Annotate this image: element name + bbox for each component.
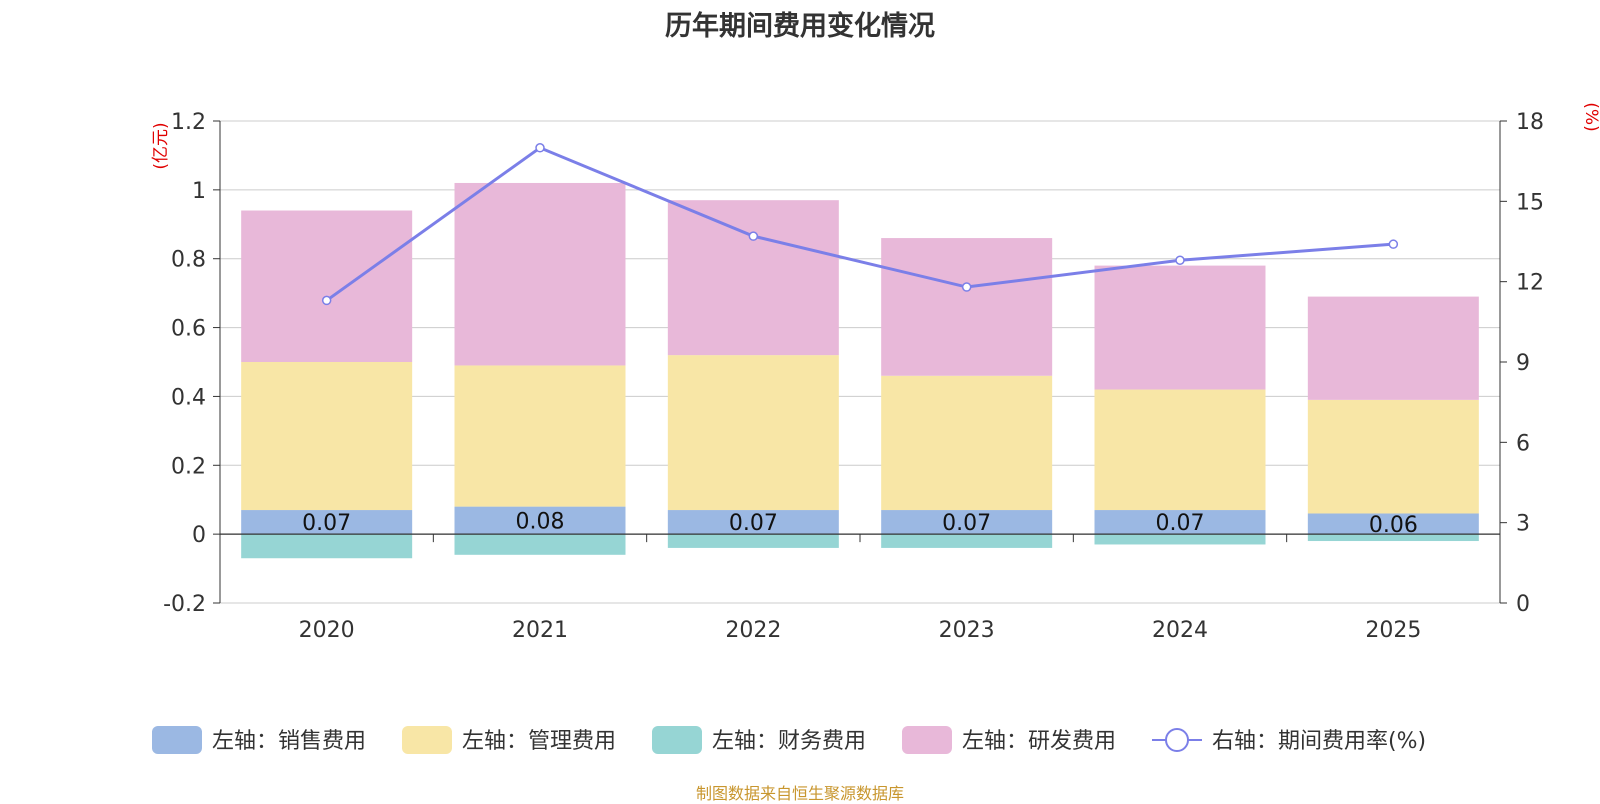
bar-segment <box>1307 534 1479 542</box>
bar-segment <box>454 506 626 535</box>
bar-segment <box>1307 513 1479 535</box>
legend-label: 左轴：财务费用 <box>712 729 866 754</box>
bar-segment <box>667 510 839 535</box>
bar-segment <box>881 510 1053 535</box>
bar-data-label: 0.07 <box>1156 511 1205 536</box>
bar-segment <box>241 362 413 511</box>
left-tick-label: 0.6 <box>171 317 206 342</box>
rate-line <box>325 146 1394 302</box>
category-label: 2021 <box>512 618 568 643</box>
legend-swatch <box>402 726 452 754</box>
bar-segment <box>881 375 1053 511</box>
category-label: 2024 <box>1152 618 1208 643</box>
legend-swatch <box>652 726 702 754</box>
right-tick-label: 18 <box>1516 110 1544 135</box>
left-tick-label: 1 <box>192 179 206 204</box>
left-tick-label: 0.2 <box>171 454 206 479</box>
legend-label: 左轴：研发费用 <box>962 729 1116 754</box>
legend-label: 左轴：管理费用 <box>462 729 616 754</box>
right-tick-label: 3 <box>1516 512 1530 537</box>
rate-point <box>1388 239 1399 249</box>
rate-point <box>321 295 332 306</box>
category-label: 2020 <box>299 618 355 643</box>
left-axis-unit: (亿元) <box>151 122 171 169</box>
right-tick-label: 15 <box>1516 190 1544 215</box>
bar-segment <box>1094 534 1266 545</box>
rate-point <box>961 282 972 292</box>
bar-segment <box>881 534 1053 548</box>
bar-segment <box>1094 510 1266 535</box>
category-label: 2025 <box>1365 618 1421 643</box>
bar-data-label: 0.07 <box>942 511 991 536</box>
chart-title: 历年期间费用变化情况 <box>665 11 935 42</box>
left-tick-label: 0.8 <box>171 248 206 273</box>
category-label: 2022 <box>725 618 781 643</box>
right-tick-label: 6 <box>1516 431 1530 456</box>
right-tick-label: 9 <box>1516 351 1530 376</box>
legend-label: 左轴：销售费用 <box>212 729 366 754</box>
bar-segment <box>667 534 839 548</box>
legend-swatch <box>152 726 202 754</box>
bar-segment <box>454 365 626 507</box>
right-tick-label: 12 <box>1516 271 1544 296</box>
rate-point <box>535 143 545 153</box>
right-axis-unit: (%) <box>1581 102 1600 131</box>
bar-segment <box>667 355 839 511</box>
right-tick-label: 0 <box>1516 592 1530 617</box>
bar-data-label: 0.07 <box>729 511 778 536</box>
rate-point <box>748 231 759 241</box>
left-tick-label: 0 <box>192 523 206 548</box>
legend-label: 右轴：期间费用率(%) <box>1212 729 1426 754</box>
bar-segment <box>1307 296 1479 400</box>
bar-segment <box>1094 265 1266 390</box>
left-tick-label: 1.2 <box>171 110 206 135</box>
bar-segment <box>241 210 413 362</box>
left-tick-label: 0.4 <box>171 385 206 410</box>
bar-segment <box>667 200 839 356</box>
bar-segment <box>881 238 1053 376</box>
legend-swatch <box>902 726 952 754</box>
bar-data-label: 0.08 <box>516 509 565 534</box>
left-tick-label: -0.2 <box>163 592 206 617</box>
rate-point <box>1175 255 1185 265</box>
bar-segment <box>1094 389 1266 511</box>
bar-segment <box>454 182 626 366</box>
legend-marker <box>1165 728 1189 752</box>
category-label: 2023 <box>939 618 995 643</box>
source-note: 制图数据来自恒生聚源数据库 <box>695 784 904 803</box>
bar-segment <box>241 510 413 535</box>
bar-segment <box>241 534 413 559</box>
bar-segment <box>1307 399 1479 514</box>
bar-segment <box>454 534 626 555</box>
bar-data-label: 0.07 <box>302 511 351 536</box>
